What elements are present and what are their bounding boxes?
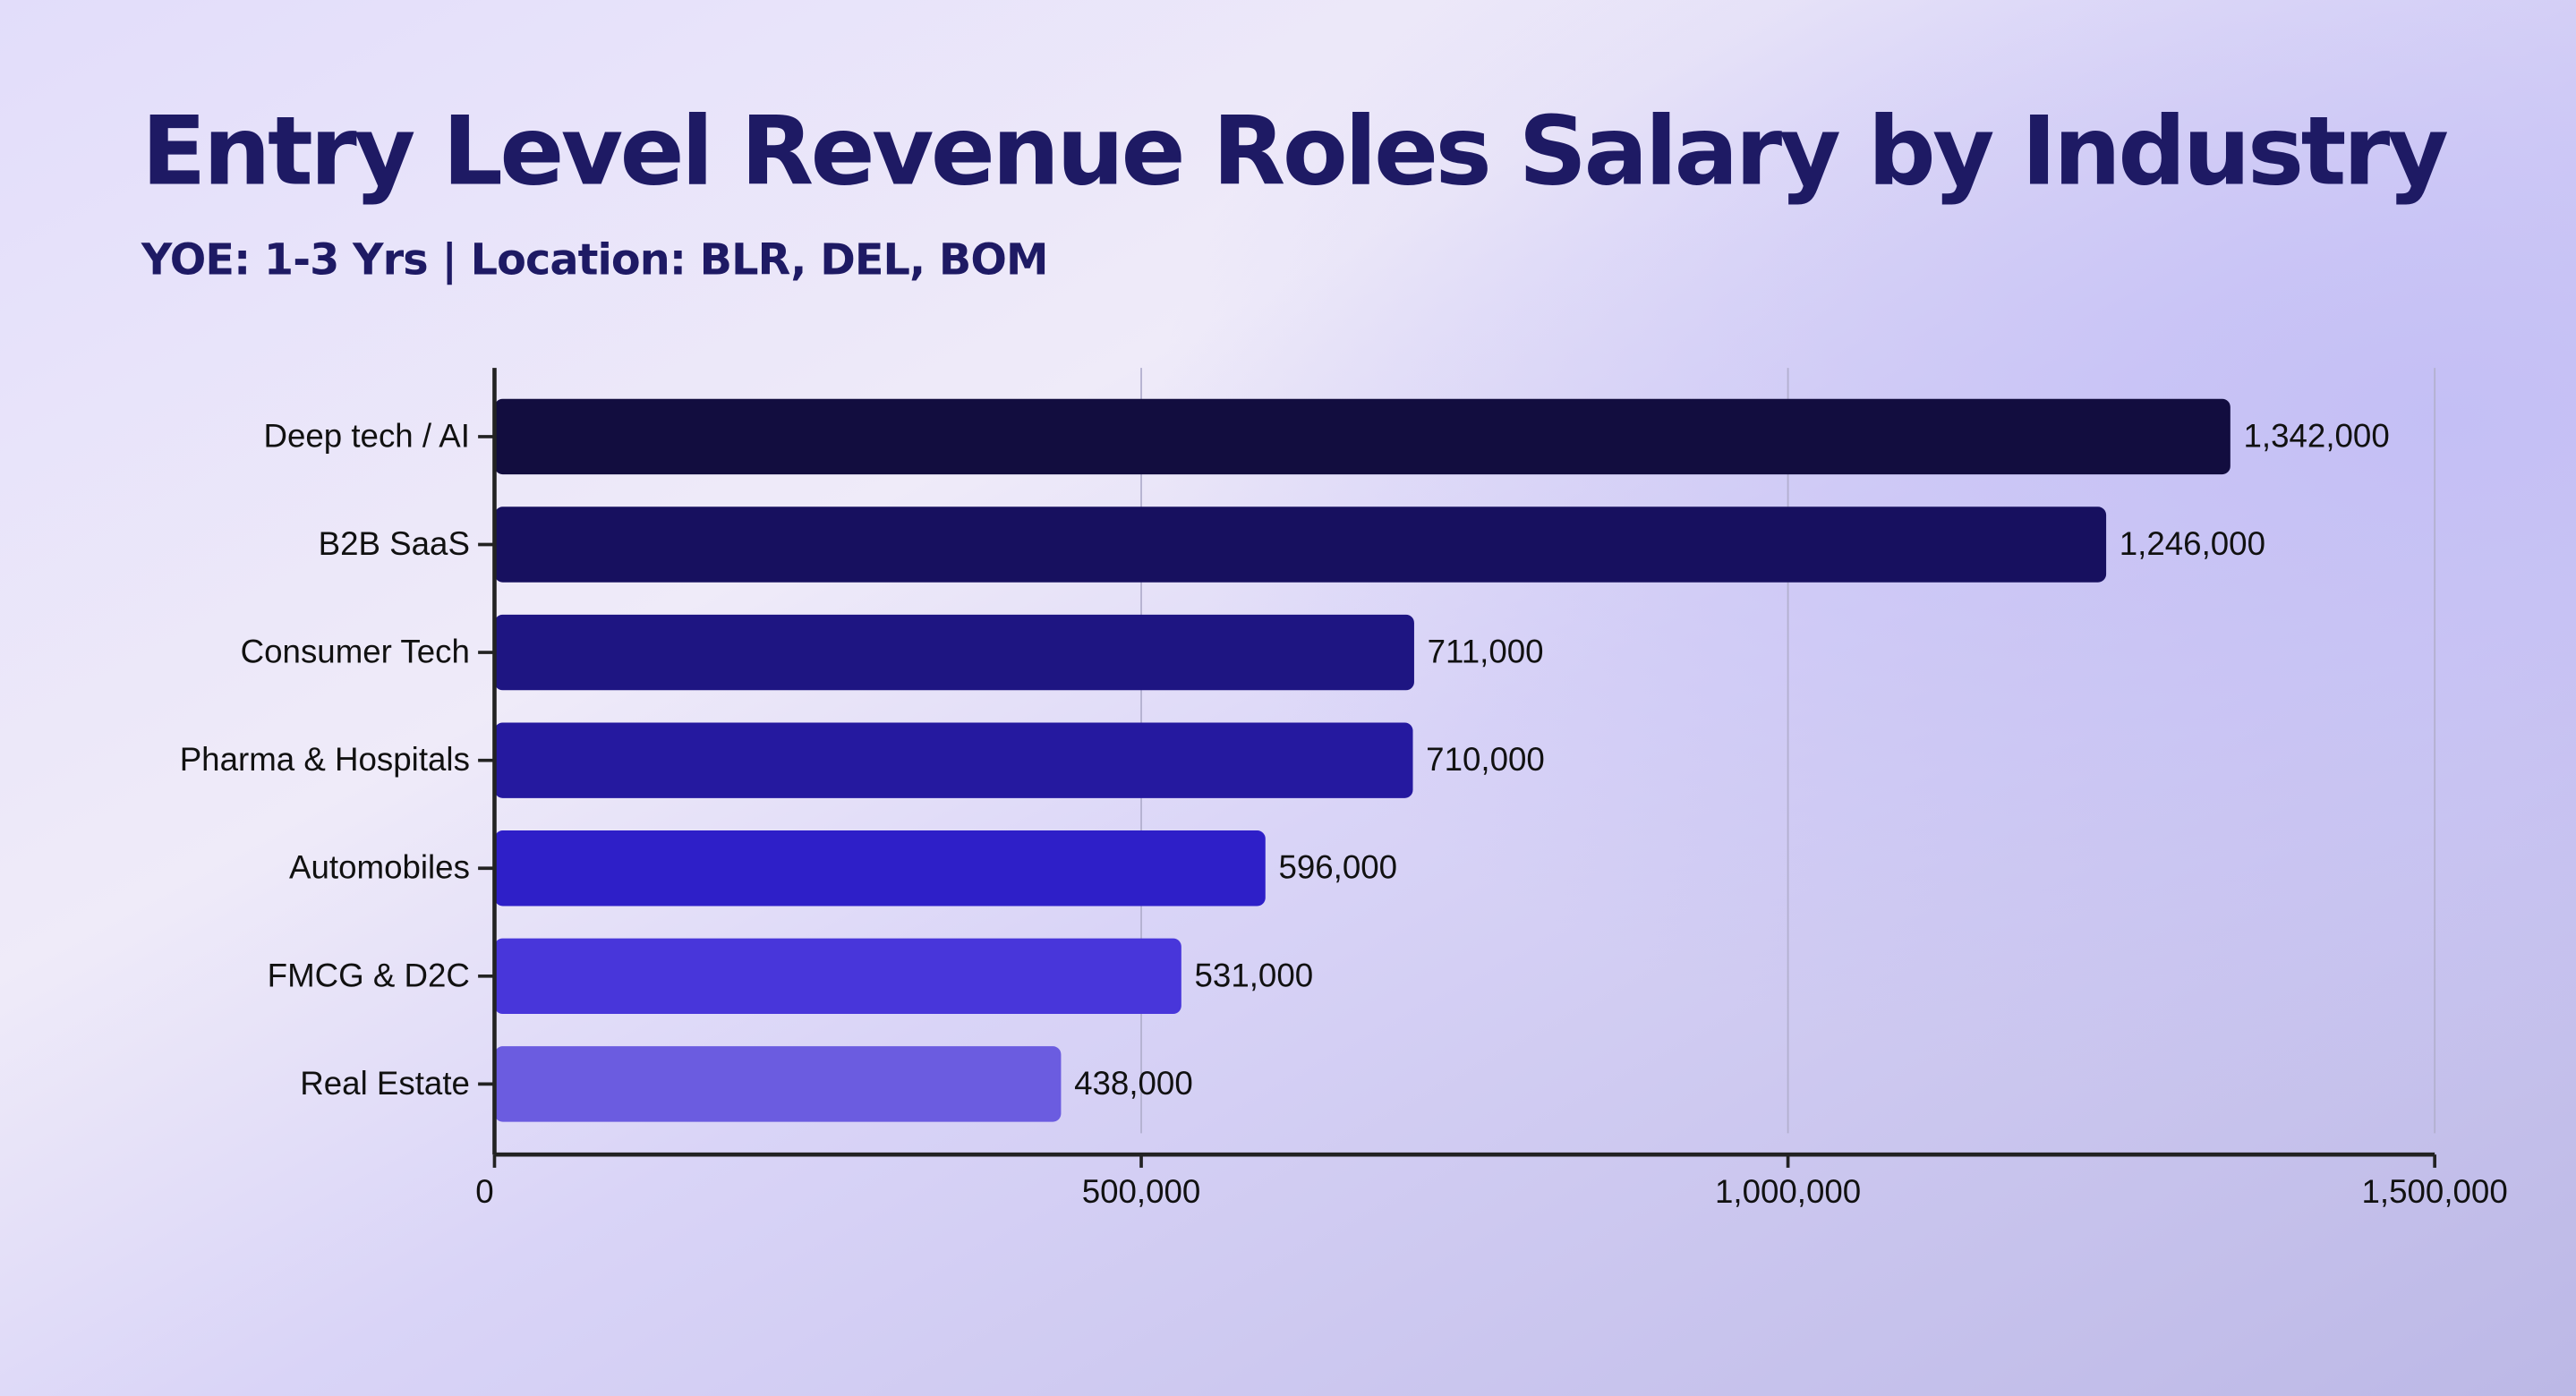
bar xyxy=(494,1046,1062,1122)
y-tick-label: Pharma & Hospitals xyxy=(180,741,470,778)
y-tick-label: Automobiles xyxy=(289,849,470,886)
value-label: 531,000 xyxy=(1195,957,1314,993)
y-tick-label: Consumer Tech xyxy=(241,634,470,670)
value-label: 596,000 xyxy=(1278,849,1397,886)
x-tick-label: 0 xyxy=(475,1173,493,1210)
y-tick-label: FMCG & D2C xyxy=(268,957,470,993)
bar xyxy=(494,830,1266,907)
value-label: 711,000 xyxy=(1428,634,1544,670)
value-label: 1,246,000 xyxy=(2120,525,2265,562)
value-label: 438,000 xyxy=(1074,1065,1193,1102)
value-label: 1,342,000 xyxy=(2244,417,2390,454)
x-tick-label: 500,000 xyxy=(1082,1173,1201,1210)
bar xyxy=(494,938,1181,1015)
plot: 0 500,000 1,000,000 1,500,000 1,342,000 Deep … xyxy=(180,368,2508,1210)
bar xyxy=(494,722,1413,798)
y-tick-label: Deep tech / AI xyxy=(263,417,469,454)
x-tick-label: 1,000,000 xyxy=(1715,1173,1861,1210)
value-label: 710,000 xyxy=(1426,741,1545,778)
chart-subtitle: YOE: 1-3 Yrs | Location: BLR, DEL, BOM xyxy=(141,235,1048,285)
x-tick-label: 1,500,000 xyxy=(2362,1173,2508,1210)
y-tick-label: B2B SaaS xyxy=(319,525,470,562)
bar xyxy=(494,614,1414,691)
y-tick-label: Real Estate xyxy=(300,1065,470,1102)
bar xyxy=(494,398,2231,475)
chart-title: Entry Level Revenue Roles Salary by Indu… xyxy=(141,97,2448,208)
bar xyxy=(494,506,2107,583)
